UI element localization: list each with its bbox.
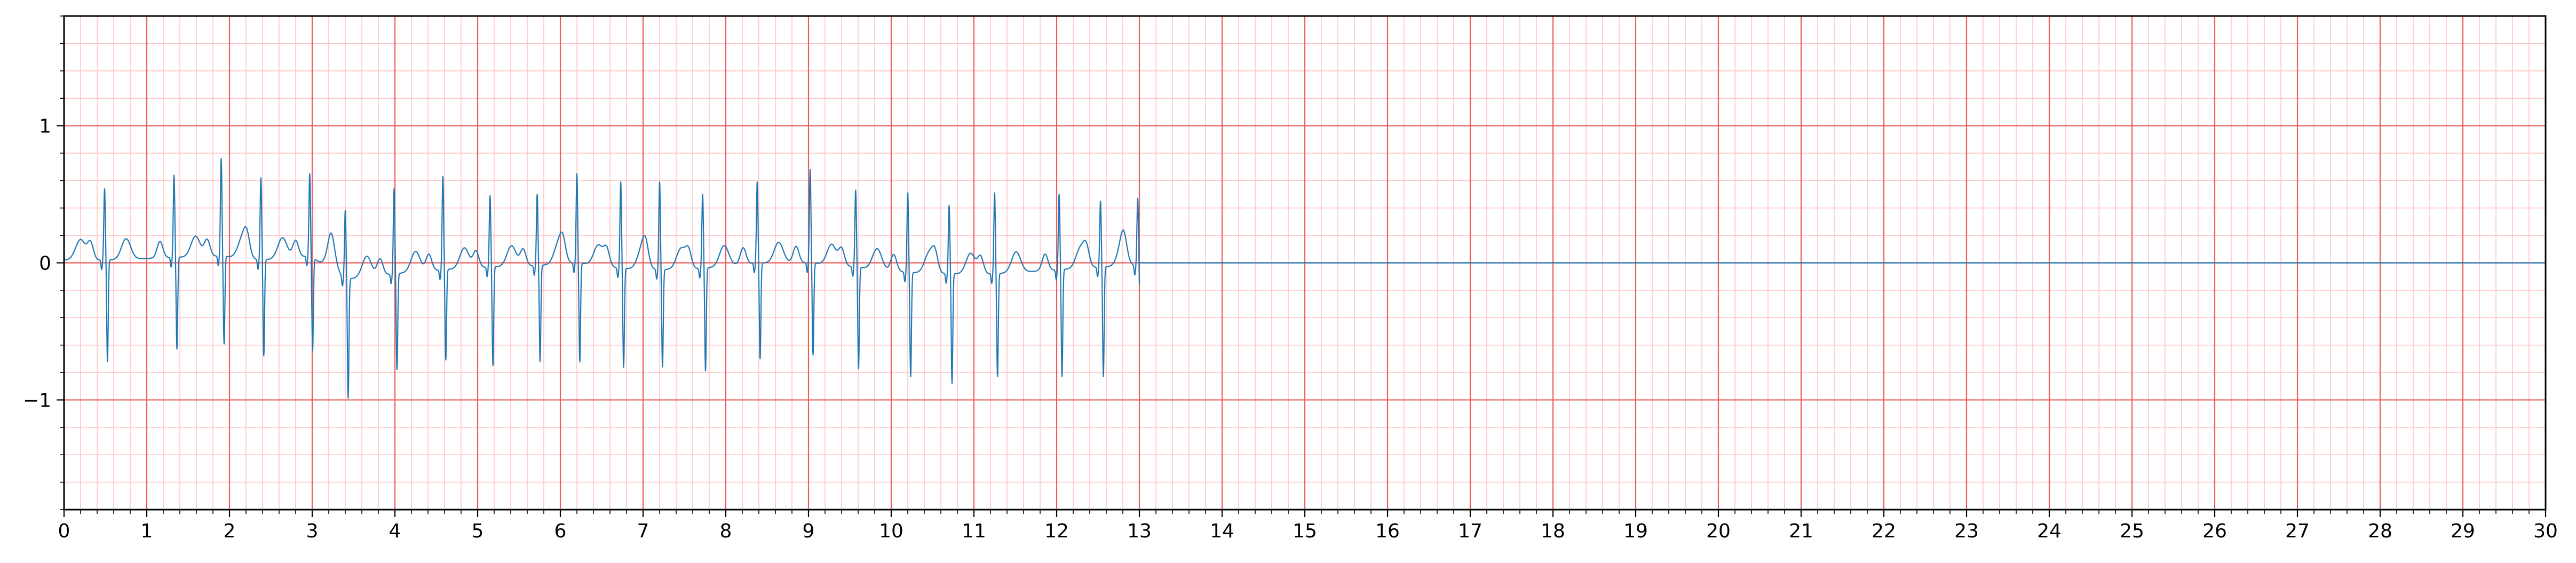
x-tick-label: 24 [2037, 520, 2062, 542]
x-axis-ticks: 0 1 2 3 4 5 6 7 8 9 10 11 12 13 14 15 16 17 18 19 20 21 22 23 24… [58, 510, 2558, 542]
x-tick-label: 2 [224, 520, 236, 542]
x-tick-label: 27 [2285, 520, 2310, 542]
x-tick-label: 0 [58, 520, 70, 542]
x-tick-label: 28 [2368, 520, 2392, 542]
y-tick-label: 1 [39, 116, 51, 138]
x-tick-label: 1 [141, 520, 153, 542]
x-tick-label: 20 [1706, 520, 1731, 542]
x-tick-label: 9 [803, 520, 815, 542]
x-tick-label: 14 [1210, 520, 1234, 542]
y-tick-label: −1 [23, 390, 51, 411]
x-tick-label: 22 [1872, 520, 1896, 542]
x-tick-label: 5 [472, 520, 484, 542]
x-tick-label: 23 [1954, 520, 1979, 542]
x-tick-label: 13 [1127, 520, 1152, 542]
ecg-signal-line [64, 158, 1140, 399]
x-tick-label: 4 [389, 520, 401, 542]
x-tick-label: 30 [2533, 520, 2558, 542]
x-tick-label: 26 [2202, 520, 2227, 542]
x-tick-label: 21 [1789, 520, 1813, 542]
x-tick-label: 12 [1044, 520, 1069, 542]
x-tick-label: 16 [1375, 520, 1400, 542]
x-tick-label: 15 [1293, 520, 1317, 542]
x-tick-label: 3 [306, 520, 319, 542]
x-tick-label: 25 [2120, 520, 2144, 542]
x-tick-label: 19 [1623, 520, 1648, 542]
x-tick-label: 18 [1541, 520, 1565, 542]
x-tick-label: 11 [962, 520, 986, 542]
x-tick-label: 29 [2451, 520, 2475, 542]
x-tick-label: 10 [879, 520, 903, 542]
x-tick-label: 8 [720, 520, 732, 542]
signal-layer [64, 158, 2546, 399]
y-tick-label: 0 [39, 253, 51, 275]
y-axis-ticks: −1 0 1 [23, 15, 64, 510]
x-tick-label: 17 [1458, 520, 1483, 542]
x-tick-label: 7 [637, 520, 649, 542]
x-tick-label: 6 [554, 520, 567, 542]
